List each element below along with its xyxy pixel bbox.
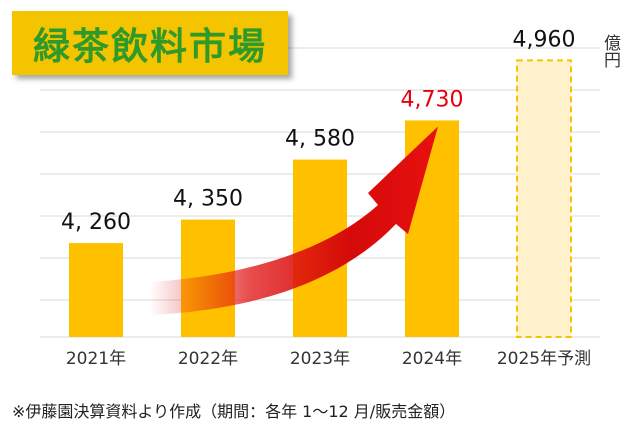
data-label: 4, 260 [61,210,131,235]
forecast-bar [516,59,572,338]
x-tick-label: 2024年 [402,349,462,369]
y-axis-unit: 億円 [600,34,620,68]
chart-title: 緑茶飲料市場 [33,25,267,68]
growth-arrow [150,126,438,315]
data-label: 4,730 [401,87,464,112]
data-label: 4,960 [513,27,576,52]
chart-title-box: 緑茶飲料市場 [12,11,288,75]
x-tick-label: 2021年 [66,349,126,369]
bar [69,243,123,337]
source-footnote: ※伊藤園決算資料より作成（期間：各年 1～12 月/販売金額） [12,402,456,421]
x-tick-label: 2023年 [290,349,350,369]
data-label: 4, 350 [173,187,243,212]
x-tick-label: 2022年 [178,349,238,369]
data-label: 4, 580 [285,127,355,152]
x-tick-label: 2025年予測 [497,349,591,369]
